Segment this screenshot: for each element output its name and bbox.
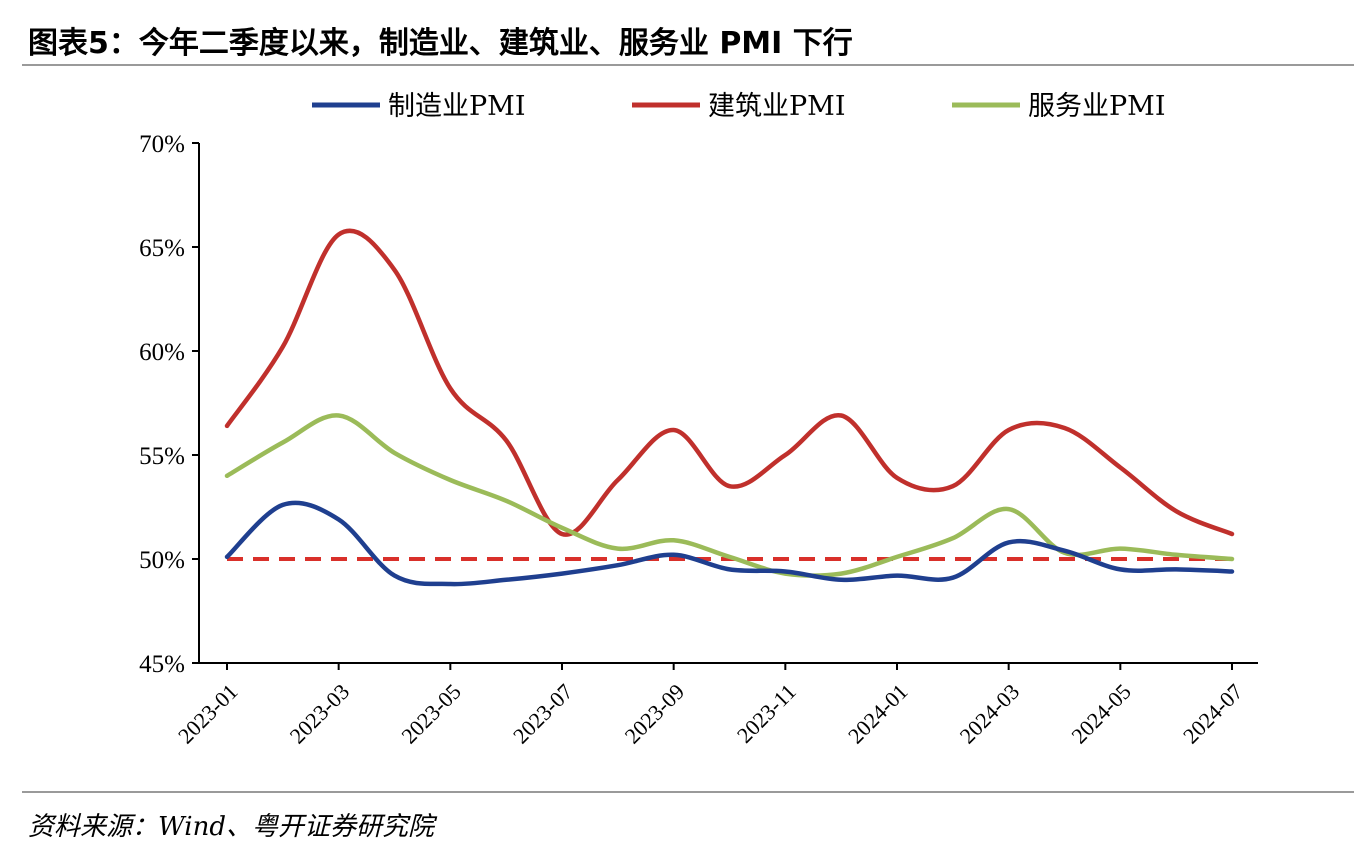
series-lines (224, 228, 1235, 587)
x-tick-label: 2023-03 (285, 679, 355, 749)
title-divider (22, 64, 1354, 66)
chart-title: 图表5：今年二季度以来，制造业、建筑业、服务业 PMI 下行 (28, 26, 853, 61)
y-tick-label: 45% (139, 651, 185, 678)
series-line-manufacturing (224, 500, 1235, 587)
pmi-line-chart: 制造业PMI 建筑业PMI 服务业PMI 45% 50% 55% 60% 65% 70% 2… (139, 91, 1258, 748)
series-line-services (224, 413, 1235, 578)
chart-axes: 45% 50% 55% 60% 65% 70% 2023-01 2023-03 2023-05 2… (139, 131, 1258, 748)
x-tick-label: 2023-01 (173, 679, 243, 749)
x-tick-label: 2024-03 (955, 679, 1025, 749)
legend-label-services: 服务业PMI (1028, 91, 1165, 122)
legend-label-construction: 建筑业PMI (708, 91, 845, 122)
chart-legend: 制造业PMI 建筑业PMI 服务业PMI (312, 91, 1165, 122)
x-tick-label: 2023-09 (620, 679, 690, 749)
y-tick-label: 65% (139, 235, 185, 262)
y-tick-label: 60% (139, 339, 185, 366)
x-tick-label: 2024-01 (843, 679, 913, 749)
x-tick-label: 2023-05 (396, 679, 466, 749)
x-tick-label: 2024-05 (1066, 679, 1136, 749)
y-tick-label: 50% (139, 547, 185, 574)
legend-label-manufacturing: 制造业PMI (388, 91, 525, 122)
footer-divider (22, 791, 1354, 793)
y-tick-label: 70% (139, 131, 185, 158)
x-tick-label: 2024-07 (1178, 679, 1248, 749)
x-tick-label: 2023-07 (508, 679, 578, 749)
source-note: 资料来源：Wind、粤开证券研究院 (28, 812, 434, 842)
y-tick-label: 55% (139, 443, 185, 470)
series-line-construction (224, 228, 1235, 537)
x-tick-label: 2023-11 (732, 679, 801, 748)
